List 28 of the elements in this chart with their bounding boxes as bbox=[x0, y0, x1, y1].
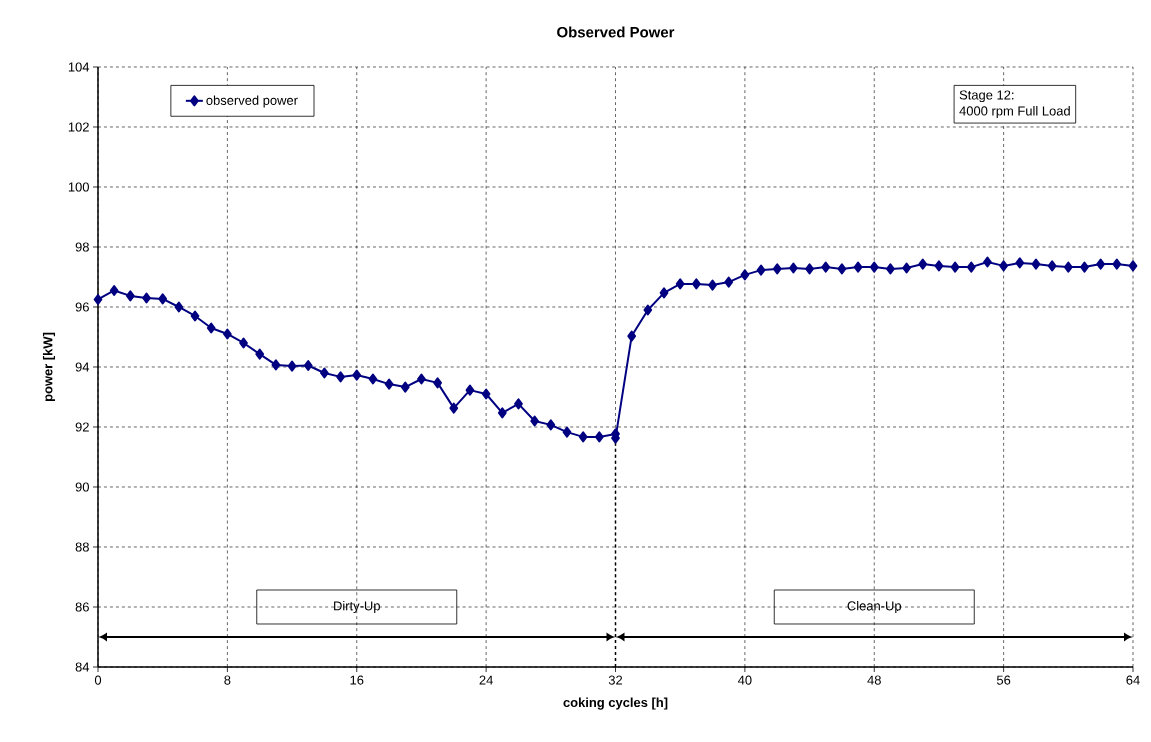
y-axis-title: power [kW] bbox=[42, 332, 56, 402]
y-tick-label: 90 bbox=[75, 482, 89, 492]
y-tick-label: 88 bbox=[75, 542, 89, 552]
x-tick-label: 24 bbox=[479, 675, 493, 685]
y-tick-label: 100 bbox=[68, 182, 89, 192]
x-tick-label: 32 bbox=[608, 675, 623, 685]
chart-title: Observed Power bbox=[557, 26, 675, 38]
annotation: Dirty-Up bbox=[334, 600, 380, 614]
x-tick-label: 16 bbox=[350, 675, 364, 685]
x-tick-label: 40 bbox=[737, 675, 752, 685]
x-axis-title: coking cycles [h] bbox=[563, 697, 668, 710]
annotation: Clean-Up bbox=[847, 600, 902, 614]
y-tick-label: 104 bbox=[68, 62, 90, 72]
x-tick-label: 56 bbox=[996, 675, 1011, 685]
x-tick-label: 8 bbox=[224, 675, 231, 685]
x-tick-label: 0 bbox=[94, 675, 102, 685]
y-tick-label: 102 bbox=[68, 122, 89, 132]
y-tick-label: 86 bbox=[75, 602, 89, 612]
x-tick-label: 48 bbox=[867, 675, 881, 685]
annotation: Stage 12: bbox=[959, 90, 1014, 103]
y-tick-label: 84 bbox=[75, 662, 90, 672]
legend-label: observed power bbox=[206, 95, 298, 108]
y-tick-label: 96 bbox=[75, 302, 89, 312]
x-tick-label: 64 bbox=[1126, 675, 1140, 685]
y-tick-label: 92 bbox=[75, 422, 89, 432]
y-tick-label: 94 bbox=[75, 362, 90, 372]
y-tick-label: 98 bbox=[75, 242, 89, 252]
annotation: 4000 rpm Full Load bbox=[959, 105, 1070, 119]
